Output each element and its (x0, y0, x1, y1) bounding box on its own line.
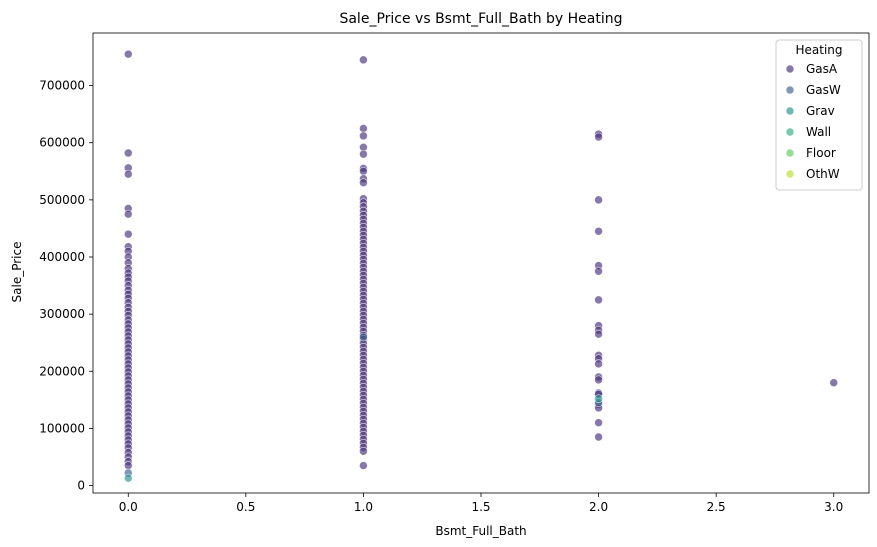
point-gasa (359, 446, 368, 456)
plot-frame (92, 32, 870, 494)
legend-marker-gasa (785, 64, 795, 74)
legend-label-othw: OthW (806, 167, 840, 181)
point-gasa (123, 461, 133, 470)
x-tick-label: 0.0 (119, 500, 138, 514)
point-gasa (594, 375, 603, 385)
axes-layer (92, 32, 870, 494)
point-gasa (594, 329, 603, 339)
point-gasw (359, 332, 368, 342)
point-gasa (594, 195, 603, 205)
x-tick-label: 1.0 (354, 500, 373, 514)
x-tick-label: 2.5 (707, 500, 726, 514)
point-gasa (123, 49, 133, 59)
point-gasa (829, 378, 839, 388)
point-gasa (594, 266, 603, 276)
point-gasa (359, 166, 368, 176)
point-gasa (359, 124, 368, 133)
legend-marker-floor (785, 148, 795, 158)
point-gasa (594, 359, 603, 369)
legend-marker-othw (785, 169, 795, 179)
chart-title: Sale_Price vs Bsmt_Full_Bath by Heating (339, 11, 622, 27)
point-gasa (123, 229, 133, 239)
legend-label-grav: Grav (806, 104, 835, 118)
legend-marker-wall (785, 127, 795, 137)
y-tick-label: 600000 (39, 136, 85, 150)
legend-label-floor: Floor (806, 146, 836, 160)
y-tick-label: 300000 (39, 307, 85, 321)
ticks-layer: 0.0 0.5 1.0 1.5 2.0 2.5 3.0 0 100000 200000 300000… (39, 79, 843, 514)
legend-marker-gasw (785, 85, 795, 95)
y-tick-label: 400000 (39, 250, 85, 264)
point-gasa (123, 148, 133, 158)
y-tick-label: 700000 (39, 79, 85, 93)
legend-label-gasw: GasW (806, 83, 841, 97)
point-gasa (594, 132, 603, 142)
y-tick-label: 100000 (39, 421, 85, 435)
point-gasa (594, 226, 603, 236)
x-axis-label: Bsmt_Full_Bath (435, 524, 526, 538)
y-axis-label: Sale_Price (10, 242, 24, 303)
x-tick-label: 2.0 (589, 500, 608, 514)
legend-marker-grav (785, 106, 795, 116)
point-gasa (594, 295, 603, 305)
point-gasa (359, 461, 368, 470)
marks-layer (123, 49, 839, 483)
point-grav (123, 473, 133, 483)
legend-title: Heating (795, 43, 842, 57)
point-gasa (594, 418, 603, 428)
point-gasa (359, 131, 368, 141)
legend-box (775, 39, 863, 191)
x-tick-label: 0.5 (236, 500, 255, 514)
x-tick-label: 3.0 (824, 500, 843, 514)
point-gasa (123, 209, 133, 219)
point-grav (594, 394, 603, 404)
point-gasa (359, 149, 368, 159)
legend: Heating GasA GasW Grav Wall Floor OthW (775, 39, 863, 191)
point-gasa (123, 169, 133, 179)
x-tick-label: 1.5 (471, 500, 490, 514)
y-tick-label: 200000 (39, 364, 85, 378)
legend-label-wall: Wall (806, 125, 831, 139)
y-tick-label: 500000 (39, 193, 85, 207)
legend-label-gasa: GasA (806, 62, 838, 76)
point-gasa (359, 178, 368, 188)
point-gasa (359, 55, 368, 65)
point-gasa (594, 432, 603, 442)
y-tick-label: 0 (77, 479, 85, 493)
